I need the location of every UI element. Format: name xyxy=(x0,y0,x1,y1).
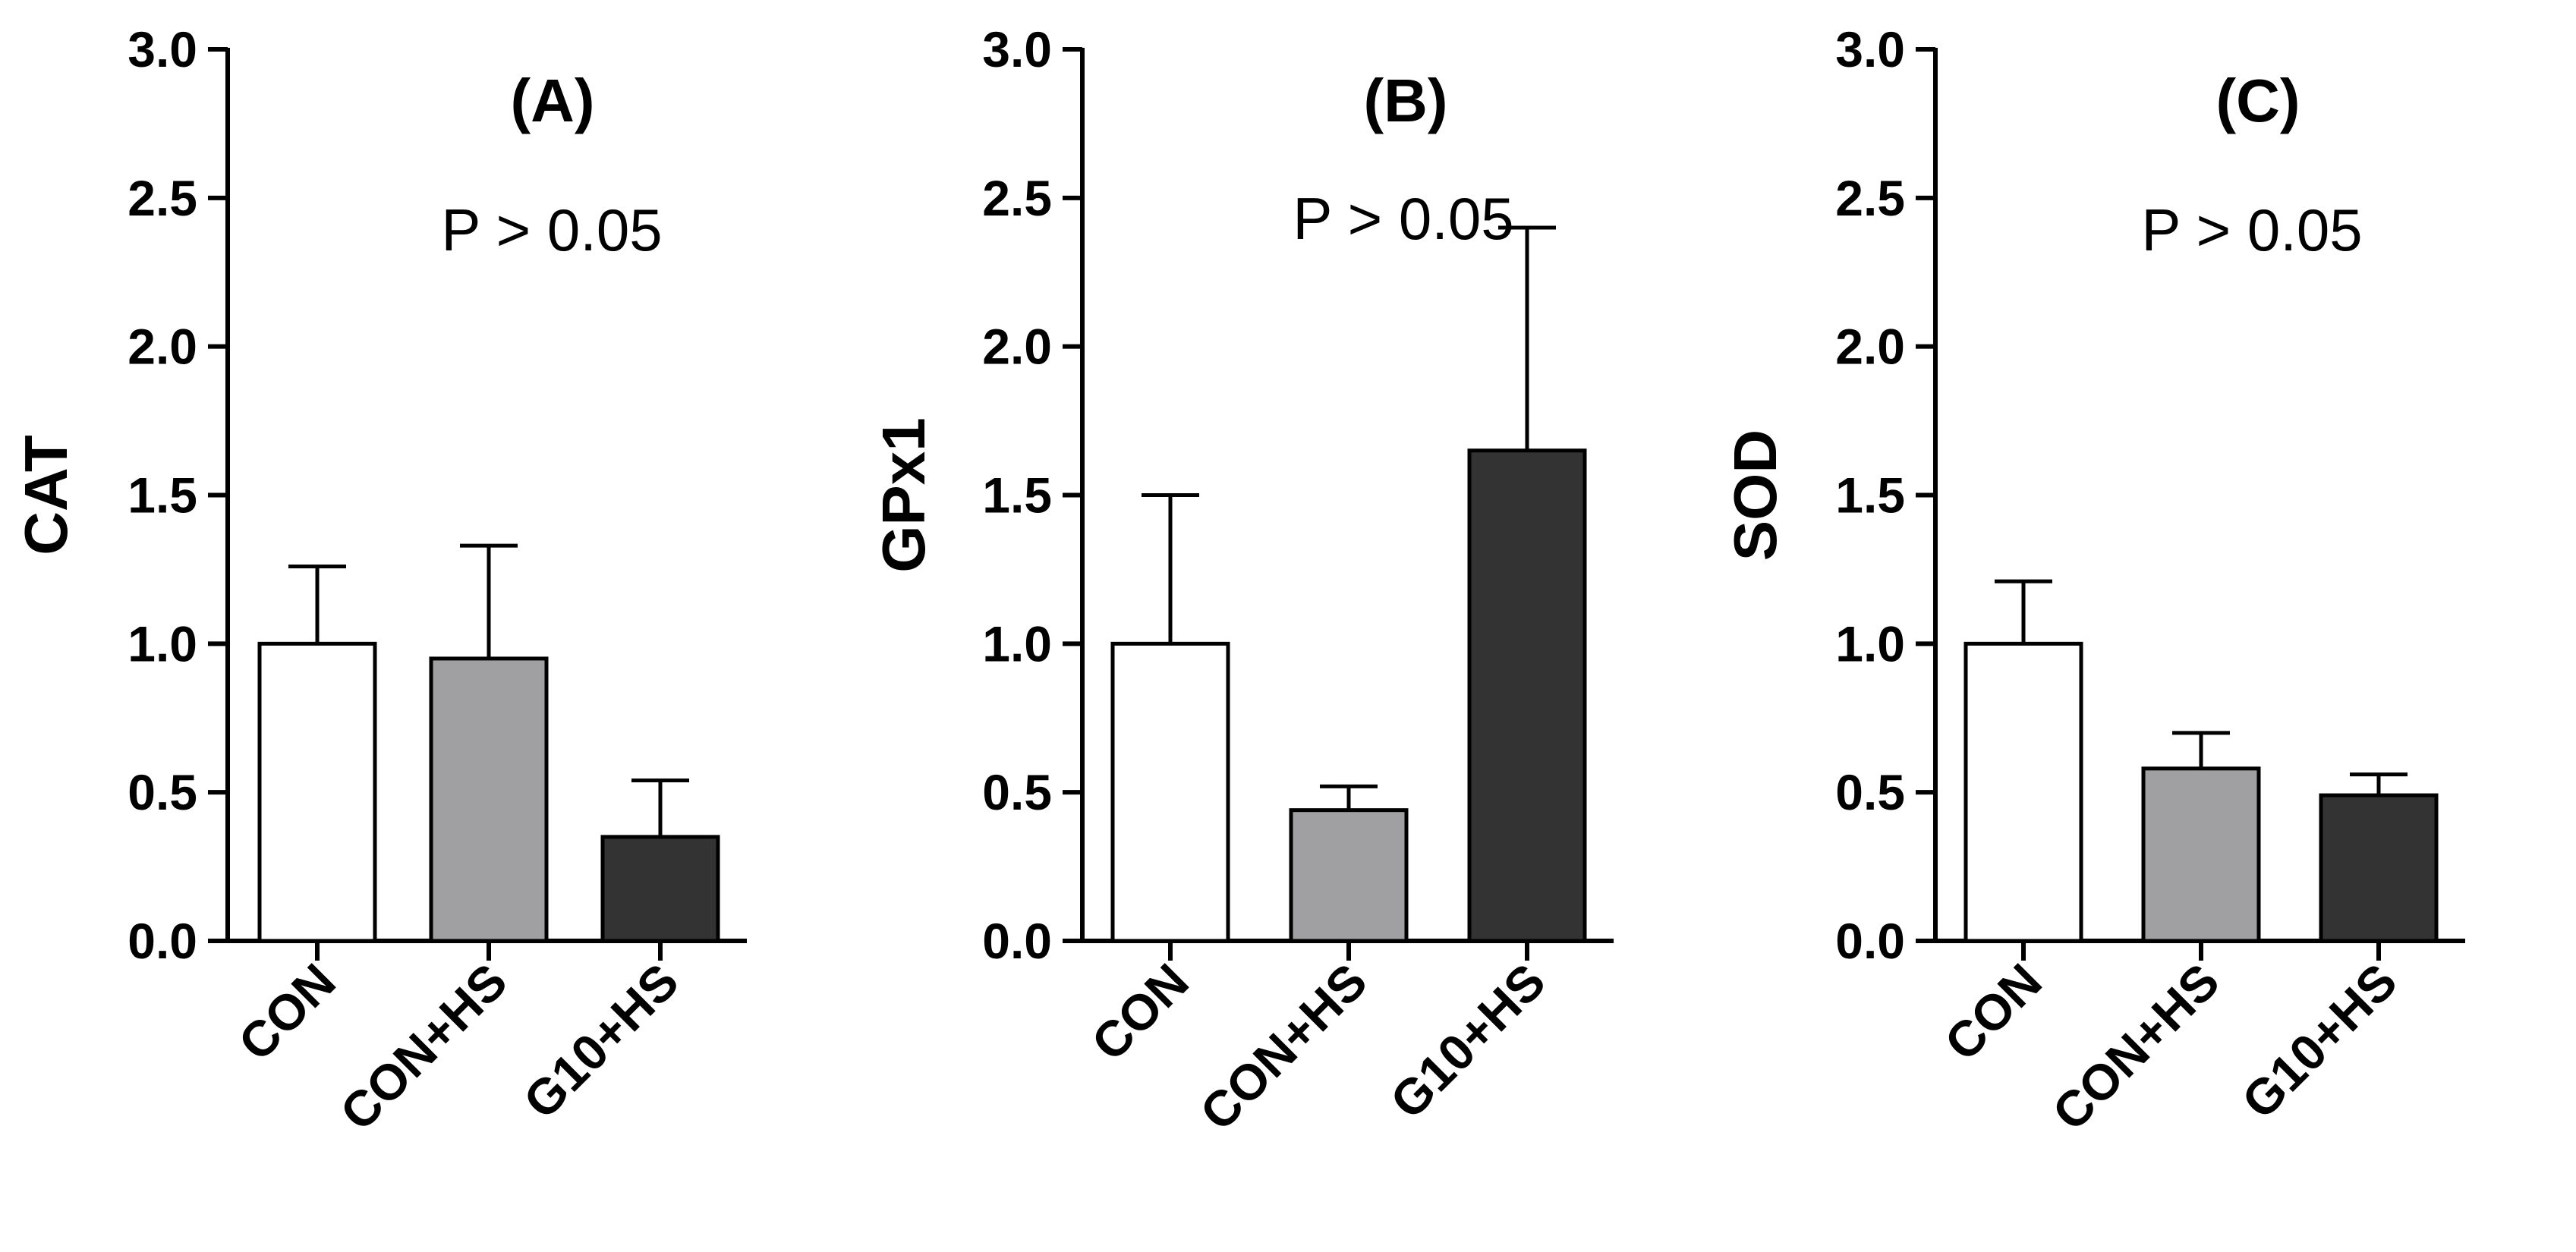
p-value-annotation: P > 0.05 xyxy=(441,197,662,263)
category-label: G10+HS xyxy=(512,953,689,1130)
bar-con-hs xyxy=(2141,766,2261,943)
bar-con xyxy=(257,641,377,943)
y-tick-label: 0.5 xyxy=(128,764,197,820)
y-tick-label: 0.0 xyxy=(1835,913,1905,969)
p-value-annotation: P > 0.05 xyxy=(2141,197,2362,263)
category-label: G10+HS xyxy=(1379,953,1556,1130)
category-label: CON xyxy=(1081,953,1199,1071)
category-label: CON xyxy=(228,953,346,1071)
bar-con-hs xyxy=(429,656,549,943)
y-tick-label: 2.5 xyxy=(128,170,197,226)
y-axis-title: CAT xyxy=(12,435,80,555)
category-label: CON+HS xyxy=(2042,953,2230,1141)
y-tick-label: 0.0 xyxy=(982,913,1052,969)
y-tick-label: 1.0 xyxy=(982,615,1052,672)
y-tick-label: 3.0 xyxy=(1835,21,1905,77)
y-axis-title: SOD xyxy=(1721,429,1789,561)
y-tick-label: 0.0 xyxy=(128,913,197,969)
category-label: CON+HS xyxy=(329,953,518,1141)
y-tick-label: 3.0 xyxy=(128,21,197,77)
y-tick-label: 2.0 xyxy=(1835,319,1905,375)
panel-title: (C) xyxy=(2215,67,2300,134)
p-value-annotation: P > 0.05 xyxy=(1293,185,1513,252)
y-tick-label: 1.5 xyxy=(128,467,197,524)
category-label: CON+HS xyxy=(1189,953,1378,1141)
bar-g10-hs xyxy=(2319,793,2439,943)
bar-con-hs xyxy=(1289,808,1409,943)
y-tick-label: 2.0 xyxy=(128,319,197,375)
category-label: G10+HS xyxy=(2231,953,2408,1130)
y-tick-label: 2.5 xyxy=(1835,170,1905,226)
y-tick-label: 1.5 xyxy=(1835,467,1905,524)
y-tick-label: 1.0 xyxy=(1835,615,1905,672)
y-tick-label: 2.0 xyxy=(982,319,1052,375)
bar-con xyxy=(1110,641,1230,943)
category-label: CON xyxy=(1934,953,2052,1071)
y-tick-label: 0.5 xyxy=(982,764,1052,820)
y-tick-label: 0.5 xyxy=(1835,764,1905,820)
panel-title: (B) xyxy=(1363,67,1447,134)
y-tick-label: 1.0 xyxy=(128,615,197,672)
y-tick-label: 2.5 xyxy=(982,170,1052,226)
y-axis-title: GPx1 xyxy=(870,417,937,573)
panel-title: (A) xyxy=(510,67,594,134)
bar-g10-hs xyxy=(1467,448,1587,943)
bar-con xyxy=(1963,641,2083,943)
bar-g10-hs xyxy=(600,835,720,943)
y-tick-label: 3.0 xyxy=(982,21,1052,77)
y-tick-label: 1.5 xyxy=(982,467,1052,524)
